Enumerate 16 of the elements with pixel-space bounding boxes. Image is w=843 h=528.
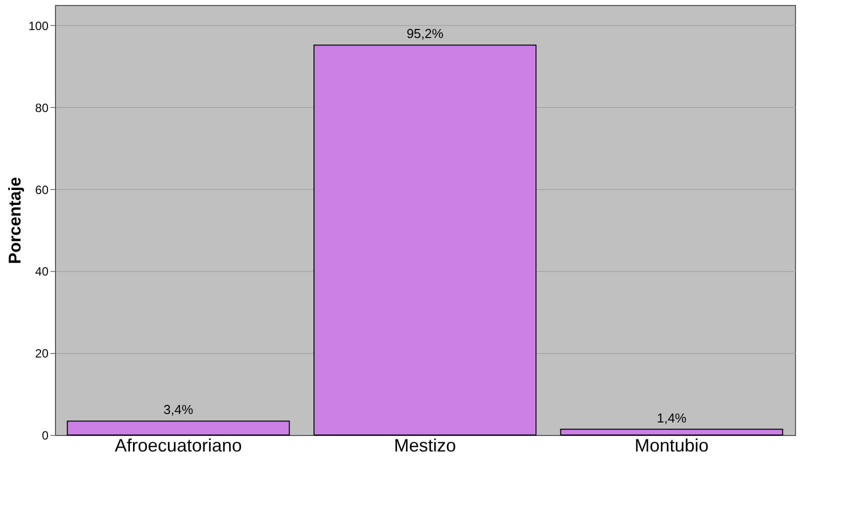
data-label: 1,4% (656, 410, 687, 426)
y-tick-label: 100 (28, 18, 49, 33)
data-label: 3,4% (164, 402, 194, 418)
x-tick-label: Montubio (634, 436, 709, 456)
y-tick-label: 20 (35, 346, 49, 361)
x-tick-label: Afroecuatoriano (114, 436, 242, 456)
y-tick-label: 80 (35, 100, 49, 115)
bar (314, 44, 536, 436)
x-tick-label: Mestizo (394, 436, 456, 456)
bar (560, 428, 784, 436)
y-tick-label: 60 (35, 182, 49, 197)
y-tick-label: 40 (35, 264, 49, 279)
y-axis-title: Porcentaje (5, 177, 24, 264)
data-label: 95,2% (406, 26, 444, 42)
y-tick-label: 0 (42, 428, 49, 442)
bar (66, 420, 290, 436)
